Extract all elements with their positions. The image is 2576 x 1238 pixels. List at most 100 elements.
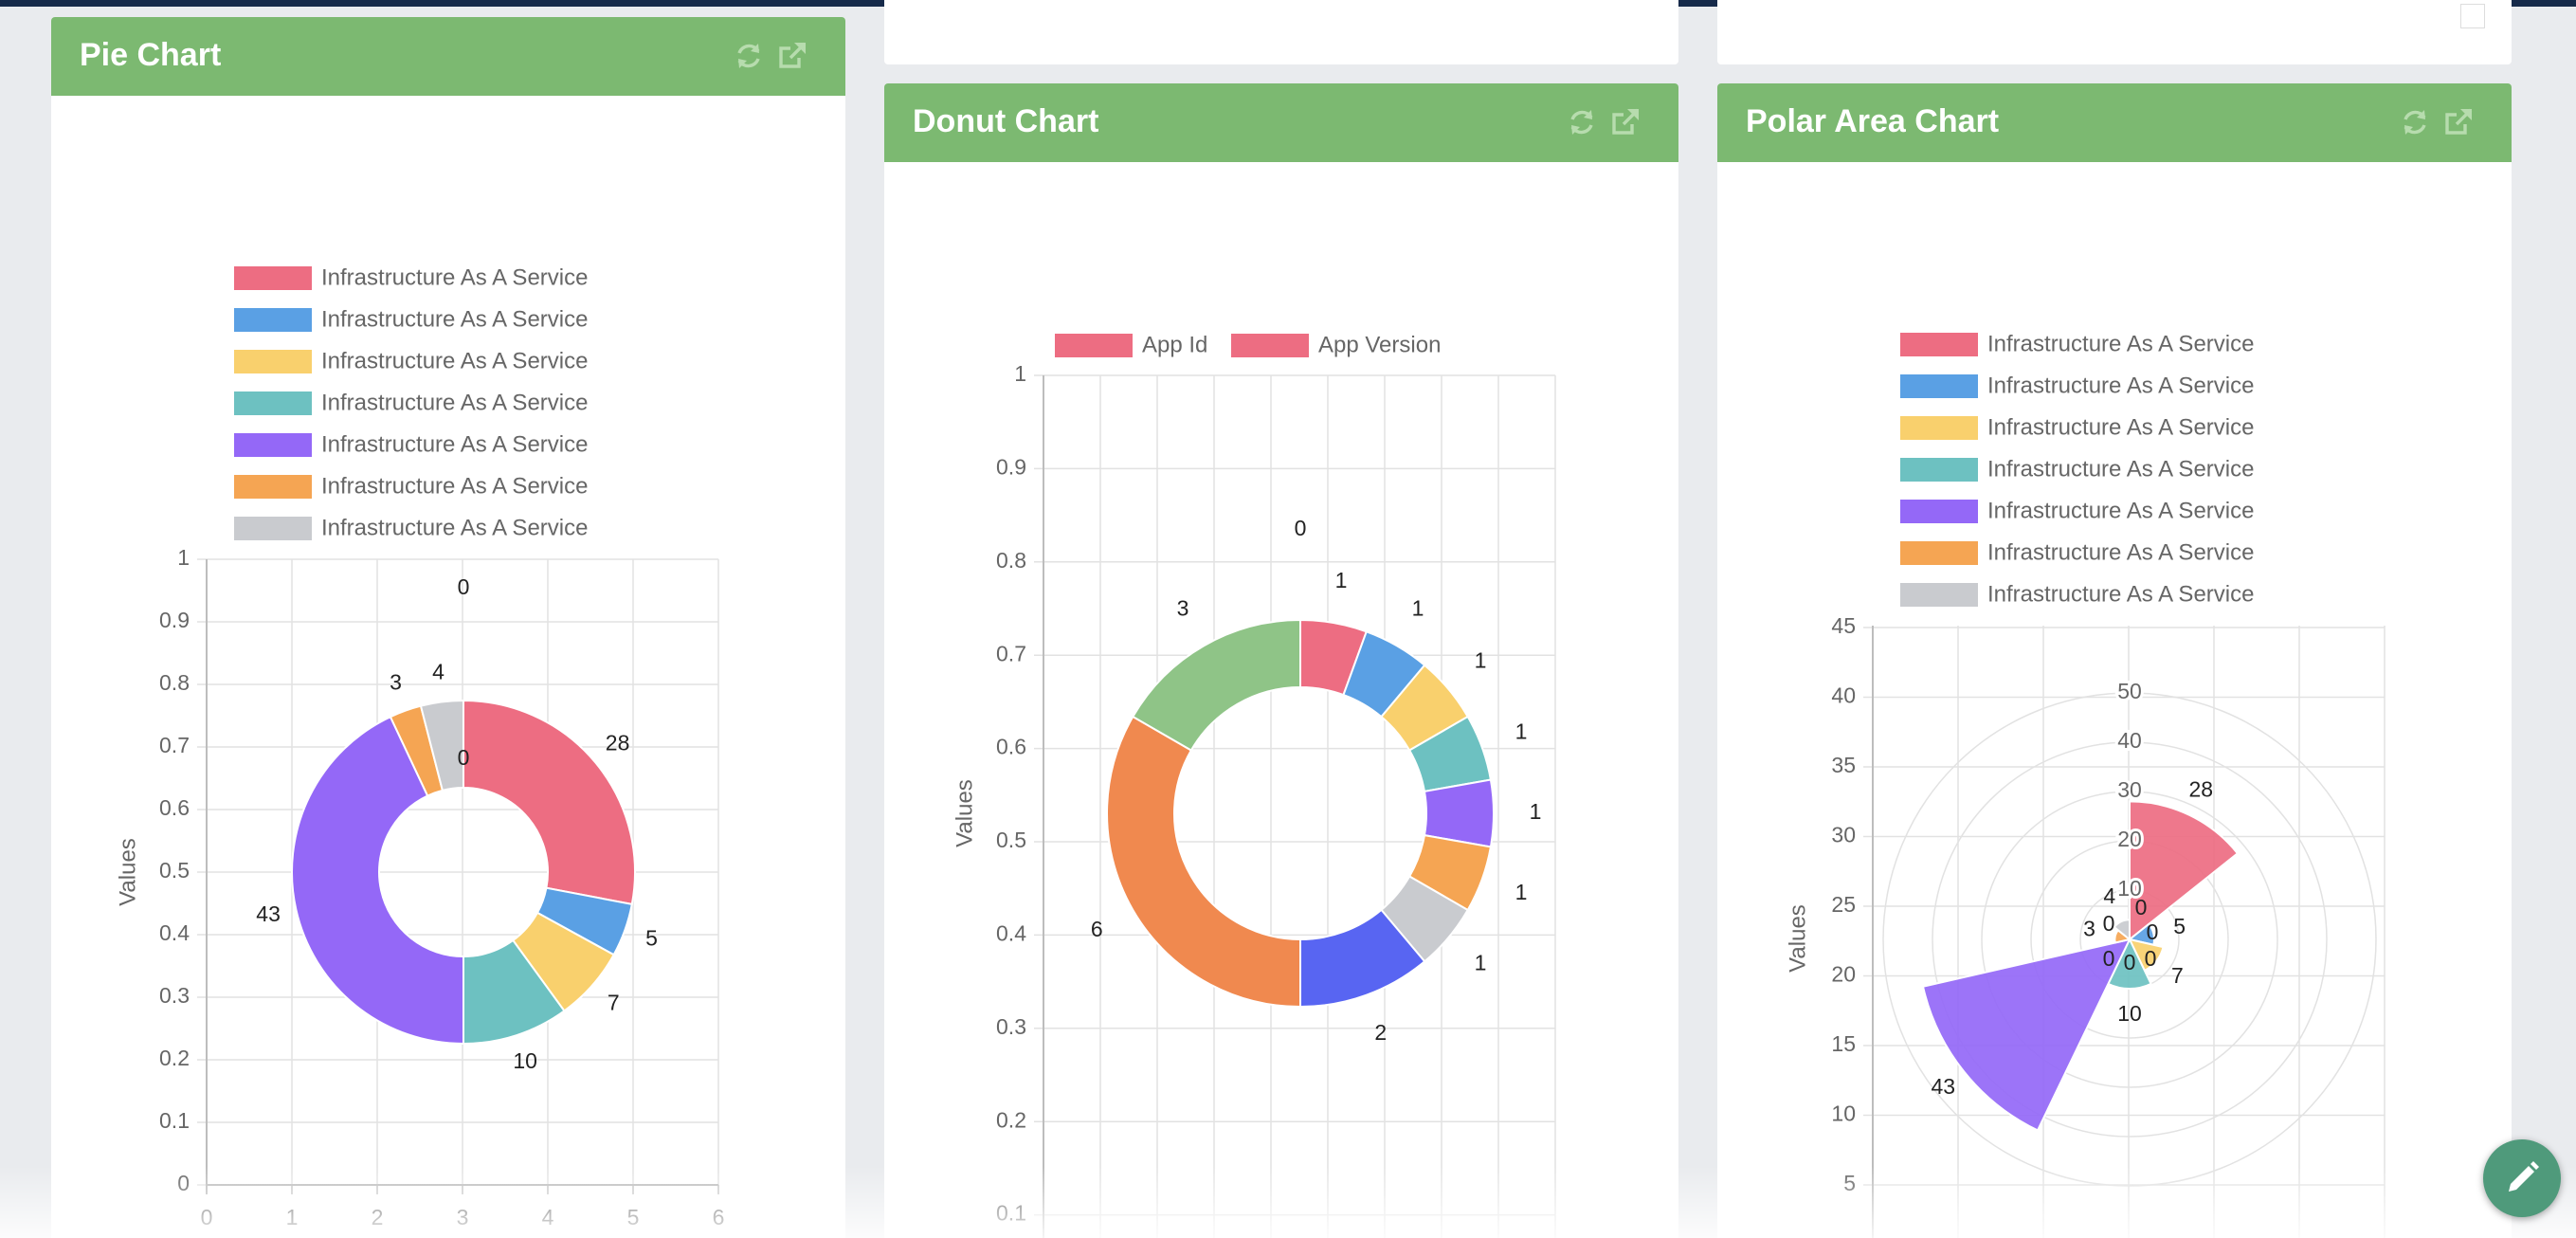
data-label: 1 (1515, 719, 1528, 743)
data-label: 6 (1091, 917, 1103, 941)
y-axis-tick-label: 0.9 (996, 454, 1026, 479)
data-label: 5 (2173, 914, 2186, 938)
legend-swatch (1055, 334, 1133, 357)
data-label: 0 (2135, 895, 2148, 919)
y-axis-tick-label: 0.3 (996, 1014, 1026, 1039)
legend-label: App Id (1142, 332, 1207, 357)
legend-label: Infrastructure As A Service (1987, 539, 2254, 565)
donut-card-previous-panel (884, 0, 1678, 64)
pie-chart-canvas: Infrastructure As A Service Infrastructur… (115, 264, 725, 1229)
y-axis-tick-label: 0.1 (996, 1201, 1026, 1226)
refresh-icon[interactable] (733, 40, 765, 72)
legend-label: Infrastructure As A Service (1987, 581, 2254, 607)
data-label: 4 (432, 660, 444, 684)
data-label: 0 (2147, 919, 2159, 944)
legend-label: Infrastructure As A Service (1987, 414, 2254, 440)
pie-slice (291, 715, 464, 1046)
legend-swatch (234, 391, 312, 415)
x-axis-tick-label: 6 (713, 1205, 725, 1229)
x-axis-tick-label: 2 (372, 1205, 384, 1229)
edit-button[interactable] (2483, 1139, 2561, 1217)
external-link-icon[interactable] (2442, 106, 2475, 138)
external-link-icon[interactable] (1609, 106, 1642, 138)
donut-slice (1131, 618, 1301, 752)
pencil-icon (2509, 1161, 2539, 1192)
y-axis-tick-label: 40 (1831, 683, 1856, 708)
data-label: 1 (1412, 595, 1424, 620)
polar-area-chart-header: Polar Area Chart (1717, 83, 2512, 162)
polar-area-chart-card: Polar Area Chart Infrastructure As A Ser… (1717, 83, 2512, 1238)
legend-swatch (234, 350, 312, 373)
legend-label: Infrastructure As A Service (321, 515, 588, 540)
pie-slice (463, 699, 636, 906)
data-label: 28 (606, 731, 630, 756)
y-axis-tick-label: 0.4 (159, 920, 190, 945)
data-label: 3 (390, 670, 402, 695)
y-axis-tick-label: 0 (177, 1171, 190, 1195)
x-axis-tick-label: 3 (457, 1205, 469, 1229)
legend-label: Infrastructure As A Service (321, 306, 588, 332)
y-axis-tick-label: 0.5 (996, 828, 1026, 852)
y-axis-tick-label: 30 (1831, 823, 1856, 847)
data-label: 10 (2117, 1001, 2142, 1026)
legend-swatch (1231, 334, 1309, 357)
pie-chart-header: Pie Chart (51, 17, 845, 96)
y-axis-tick-label: 1 (177, 545, 190, 570)
legend-label: Infrastructure As A Service (321, 390, 588, 415)
x-axis-tick-label: 5 (627, 1205, 640, 1229)
radial-tick-label: 20 (2117, 827, 2142, 851)
radial-tick-label: 40 (2117, 728, 2142, 753)
data-label: 2 (1374, 1020, 1387, 1045)
legend-swatch (234, 475, 312, 499)
data-label: 0 (1295, 516, 1307, 540)
y-axis-tick-label: 20 (1831, 962, 1856, 987)
polar-slice (2129, 800, 2240, 942)
data-label: 1 (1475, 950, 1487, 974)
data-label: 4 (2103, 883, 2115, 908)
data-label: 0 (2103, 911, 2115, 936)
refresh-icon[interactable] (1566, 106, 1598, 138)
y-axis-tick-label: 0.7 (159, 733, 190, 757)
donut-slice (1106, 715, 1301, 1009)
legend-label: Infrastructure As A Service (1987, 498, 2254, 523)
polar-area-chart-canvas: Infrastructure As A Service Infrastructur… (1785, 331, 2386, 1238)
legend-swatch (1900, 333, 1978, 356)
polar-card-previous-panel (1717, 0, 2512, 64)
y-axis-tick-label: 35 (1831, 753, 1856, 777)
legend-label: App Version (1318, 332, 1441, 357)
scroll-indicator (2460, 4, 2485, 28)
legend-swatch (1900, 583, 1978, 607)
radial-grid-circle (1981, 791, 2278, 1088)
y-axis-tick-label: 45 (1831, 613, 1856, 638)
legend-swatch (1900, 500, 1978, 523)
y-axis-tick-label: 0.7 (996, 641, 1026, 665)
legend-swatch (234, 433, 312, 457)
data-label: 3 (2083, 916, 2095, 940)
y-axis-title: Values (952, 779, 977, 847)
legend-label: Infrastructure As A Service (321, 473, 588, 499)
y-axis-tick-label: 0.2 (159, 1046, 190, 1070)
y-axis-tick-label: 0.6 (159, 795, 190, 820)
legend-label: Infrastructure As A Service (321, 431, 588, 457)
data-label: 3 (1177, 595, 1189, 620)
external-link-icon[interactable] (776, 40, 808, 72)
radial-tick-label: 50 (2117, 679, 2142, 703)
legend-swatch (234, 266, 312, 290)
y-axis-tick-label: 15 (1831, 1031, 1856, 1056)
data-label: 1 (1335, 568, 1348, 592)
legend-label: Infrastructure As A Service (1987, 456, 2254, 482)
card-title: Polar Area Chart (1746, 103, 2000, 139)
radial-grid-circle (1932, 741, 2328, 1138)
data-label: 1 (1475, 648, 1487, 673)
refresh-icon[interactable] (2399, 106, 2431, 138)
polar-slice (1921, 938, 2132, 1132)
x-axis-tick-label: 4 (542, 1205, 554, 1229)
legend-swatch (1900, 416, 1978, 440)
donut-chart-canvas: App Id App Version 0.1 0.2 0.3 0.4 0.5 0.6 0.7 0.… (952, 332, 1556, 1238)
donut-chart-card: Donut Chart App Id App Version 0.1 0.2 0.3 0.… (884, 83, 1678, 1238)
data-label: 43 (1931, 1074, 1955, 1099)
donut-chart-header: Donut Chart (884, 83, 1678, 162)
x-axis-tick-label: 0 (201, 1205, 213, 1229)
data-label: 0 (2124, 950, 2136, 974)
y-axis-tick-label: 0.6 (996, 735, 1026, 759)
